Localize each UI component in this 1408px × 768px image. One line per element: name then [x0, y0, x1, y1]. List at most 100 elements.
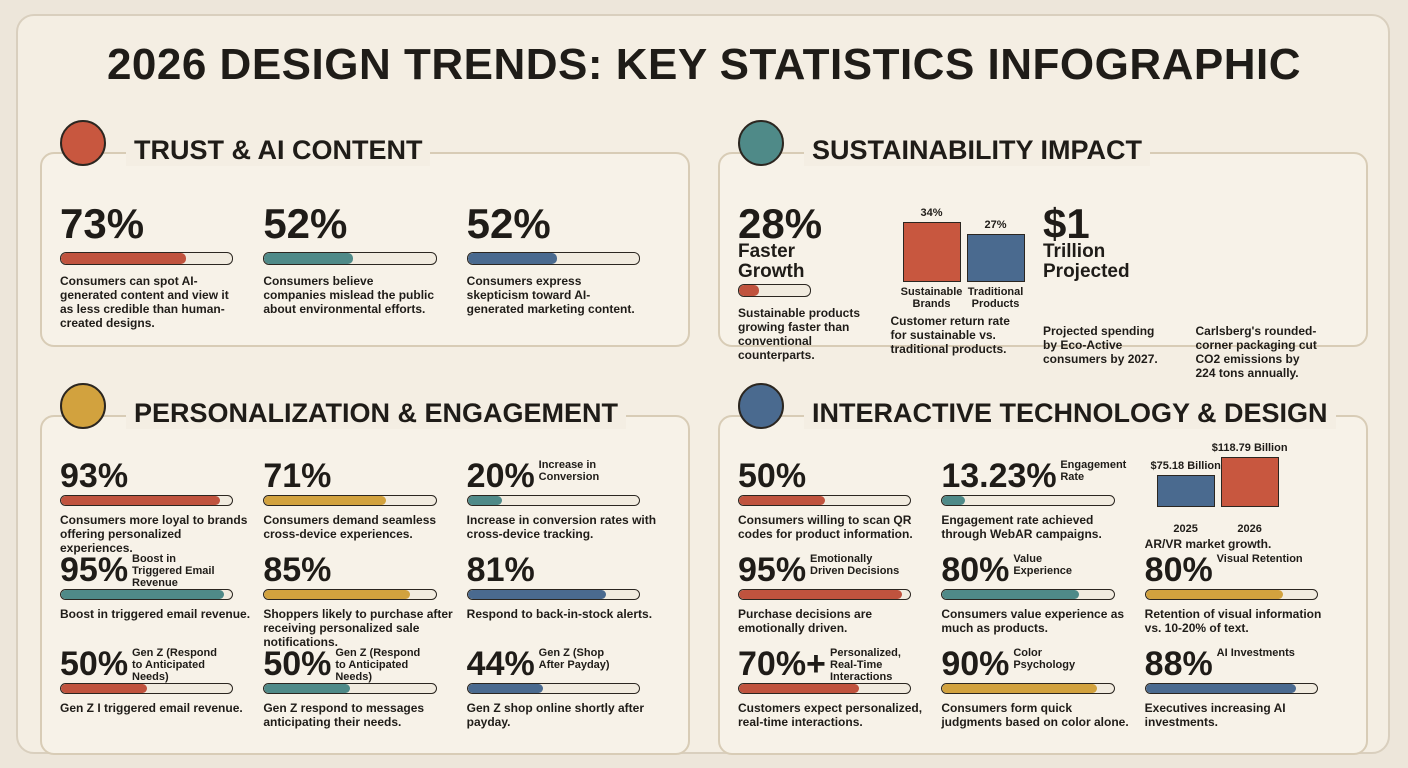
mini-bar [1220, 457, 1279, 507]
stat-card: 95% Boost in Triggered Email Revenue Boost… [60, 551, 250, 639]
stat-card: 44% Gen Z (Shop After Payday) Gen Z shop o… [466, 645, 656, 733]
stat-card: 88% AI Investments Executives increasing A… [1144, 645, 1334, 733]
progress-fill [61, 496, 221, 505]
stat-value: 70%+ [738, 645, 826, 683]
stat-value: 71% [263, 457, 332, 495]
progress-track [60, 252, 234, 265]
stat-card: 80% Value Experience Consumers value exper… [941, 551, 1130, 639]
section-icon [60, 120, 106, 166]
stat-value: 95% [738, 551, 807, 589]
section-icon [738, 120, 784, 166]
stat-value: 95% [60, 551, 129, 589]
infographic-title: 2026 DESIGN TRENDS: KEY STATISTICS INFOG… [106, 40, 1302, 89]
stat-caption: Engagement Rate [1060, 459, 1127, 483]
progress-fill [264, 590, 410, 599]
stat-description: Projected spending by Eco-Active consume… [1043, 324, 1158, 366]
stat-card: 13.23% Engagement Rate Engagement rate ach… [941, 457, 1130, 545]
stat-value: $1 [1043, 200, 1090, 247]
stat-description: Gen Z respond to messages anticipating t… [263, 701, 425, 729]
stat-description: Consumers believe companies mislead the … [263, 274, 435, 316]
progress-track [263, 252, 437, 265]
stat-caption: AI Investments [1216, 647, 1295, 659]
stat-description: Consumers express skepticism toward AI-g… [466, 274, 635, 316]
progress-track [1144, 589, 1318, 600]
mini-bar-label: $75.18 Billion [1150, 460, 1221, 473]
stat-description: Consumers willing to scan QR codes for p… [738, 513, 913, 541]
section-panel [40, 415, 690, 755]
stat-value: 73% [60, 200, 145, 247]
progress-track [60, 683, 234, 694]
mini-bar-label: $118.79 Billion [1211, 442, 1288, 454]
stat-value: 93% [60, 457, 129, 495]
stat-card: 81% Respond to back-in-stock alerts. [466, 551, 656, 639]
progress-track [941, 495, 1115, 506]
progress-fill [467, 253, 557, 264]
stat-card: 71% Consumers demand seamless cross-devic… [263, 457, 452, 545]
stat-value: 81% [466, 551, 535, 589]
mini-bar-name: 2026 [1237, 523, 1262, 535]
progress-track [466, 683, 640, 694]
stat-description: Executives increasing AI investments. [1144, 701, 1286, 729]
stat-card: 93% Consumers more loyal to brands offeri… [60, 457, 249, 555]
mini-bar [902, 222, 961, 282]
stat-value: 50% [60, 645, 129, 683]
stat-caption: Faster Growth [738, 241, 805, 282]
progress-fill [739, 684, 859, 693]
progress-track [263, 495, 437, 506]
stat-caption: Gen Z (Shop After Payday) [538, 647, 610, 671]
stat-card: 90% Color Psychology Consumers form quick … [941, 645, 1130, 733]
progress-fill [61, 590, 224, 599]
stat-card: 50% Gen Z (Respond to Anticipated Needs) G… [263, 645, 452, 733]
mini-bar-name: Sustainable Brands [900, 286, 963, 310]
stat-description: Boost in triggered email revenue. [60, 607, 251, 621]
stat-description: Retention of visual information vs. 10-2… [1144, 607, 1322, 635]
progress-track [60, 589, 234, 600]
stat-card: 70%+ Personalized, Real-Time Interactions… [738, 645, 927, 733]
progress-fill [467, 496, 502, 505]
progress-track [263, 683, 437, 694]
progress-fill [739, 496, 825, 505]
stat-description: Customer return rate for sustainable vs.… [890, 314, 1010, 356]
stat-card: 20% Increase in Conversion Increase in con… [466, 457, 656, 545]
progress-fill [942, 496, 965, 505]
progress-fill [467, 684, 544, 693]
mini-chart: 34% Sustainable Brands 27% Traditional Prod… [891, 207, 1025, 310]
mini-bar-name: Traditional Products [967, 286, 1024, 310]
progress-fill [942, 590, 1080, 599]
stat-card: 85% Shoppers likely to purchase after rec… [263, 551, 453, 649]
stat-value: 44% [466, 645, 535, 683]
progress-track [738, 495, 912, 506]
stat-description: Shoppers likely to purchase after receiv… [263, 607, 453, 649]
progress-fill [61, 253, 187, 264]
stat-value: 50% [263, 645, 332, 683]
stat-description: Sustainable products growing faster than… [738, 306, 861, 362]
mini-bar-name: 2025 [1173, 523, 1198, 535]
progress-fill [264, 684, 350, 693]
stat-caption: Value Experience [1013, 553, 1073, 577]
stat-value: 88% [1144, 645, 1213, 683]
mini-bar [1156, 475, 1215, 507]
stat-description: Gen Z I triggered email revenue. [60, 701, 243, 715]
progress-track [1144, 683, 1318, 694]
stat-value: 80% [1144, 551, 1213, 589]
progress-fill [942, 684, 1097, 693]
section-panel [718, 152, 1368, 347]
stat-value: 52% [466, 200, 551, 247]
stat-description: Consumers form quick judgments based on … [941, 701, 1129, 729]
stat-description: Carlsberg's rounded-corner packaging cut… [1195, 324, 1317, 380]
progress-fill [467, 590, 607, 599]
progress-track [941, 683, 1115, 694]
stat-value: 90% [941, 645, 1010, 683]
stat-caption: Emotionally Driven Decisions [810, 553, 900, 577]
progress-track [466, 252, 640, 265]
stat-value: 28% [738, 200, 823, 247]
section-icon [60, 383, 106, 429]
stat-card: 73% Consumers can spot AI-generated conte… [60, 194, 249, 378]
stat-card: $75.18 Billion 2025 $118.79 Billion 2026 AR/… [1145, 442, 1334, 551]
progress-track [941, 589, 1115, 600]
stat-caption: Boost in Triggered Email Revenue [132, 553, 215, 589]
stat-description: Customers expect personalized, real-time… [738, 701, 923, 729]
stat-card: 50% Consumers willing to scan QR codes fo… [738, 457, 927, 545]
section-panel [40, 152, 690, 347]
